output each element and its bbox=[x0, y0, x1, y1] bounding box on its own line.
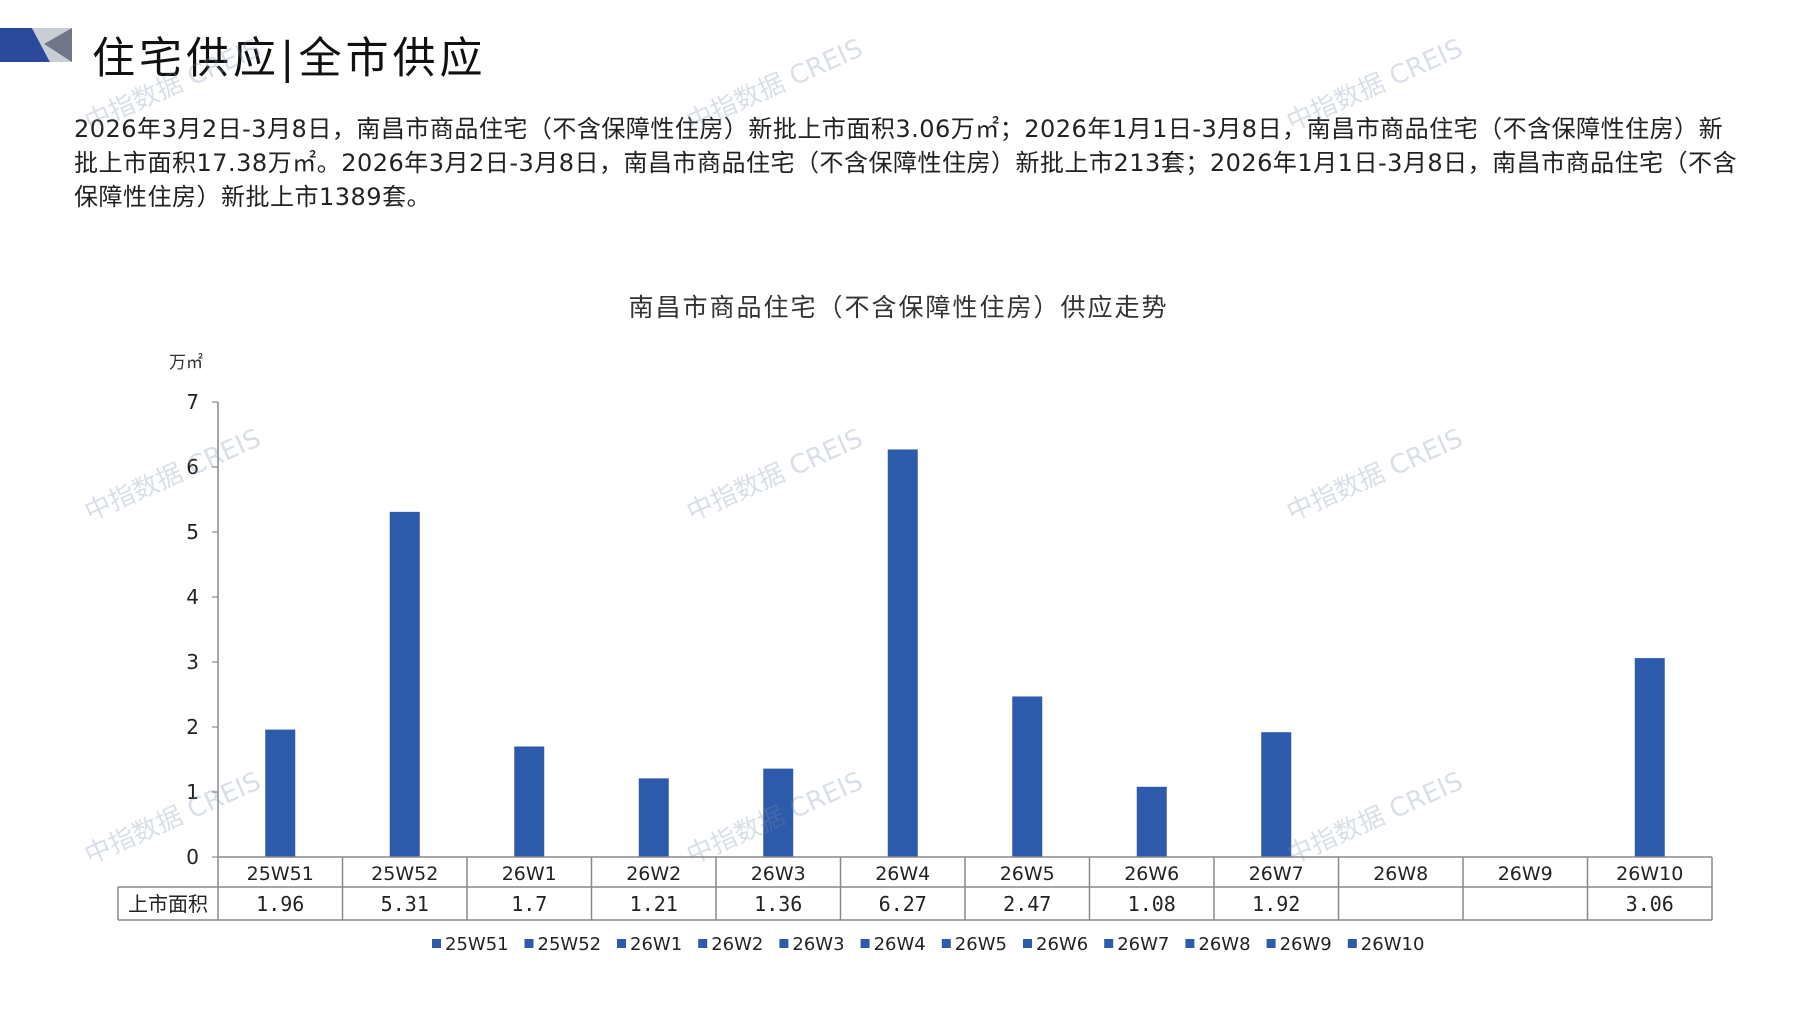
x-tick-label: 26W8 bbox=[1373, 863, 1428, 885]
legend-swatch bbox=[1347, 939, 1357, 948]
data-label: 3.06 bbox=[1626, 892, 1674, 916]
chart-title: 南昌市商品住宅（不含保障性住房）供应走势 bbox=[628, 293, 1169, 322]
legend-swatch bbox=[432, 939, 441, 948]
x-tick-label: 26W1 bbox=[502, 863, 557, 885]
bar-26W1 bbox=[514, 746, 545, 857]
x-tick-label: 26W2 bbox=[626, 863, 681, 885]
x-tick-label: 26W10 bbox=[1616, 863, 1683, 885]
data-label: 1.96 bbox=[256, 892, 304, 916]
y-tick-label: 6 bbox=[186, 455, 199, 479]
bar-26W6 bbox=[1136, 786, 1167, 857]
table-series-name: 上市面积 bbox=[128, 892, 208, 916]
data-label: 1.21 bbox=[630, 892, 678, 916]
bar-25W52 bbox=[389, 511, 420, 857]
bar-25W51 bbox=[265, 729, 296, 857]
legend-item-26W5: 26W5 bbox=[955, 934, 1007, 955]
header-decoration-icon bbox=[0, 28, 72, 62]
data-label: 1.92 bbox=[1252, 892, 1300, 916]
y-axis-unit-label: 万㎡ bbox=[169, 353, 203, 373]
bar-26W7 bbox=[1261, 732, 1292, 857]
legend-swatch bbox=[524, 939, 534, 948]
data-label: 1.7 bbox=[511, 892, 547, 916]
legend-item-26W8: 26W8 bbox=[1198, 934, 1250, 955]
summary-text: 2026年3月2日-3月8日，南昌市商品住宅（不含保障性住房）新批上市面积3.0… bbox=[74, 115, 1738, 211]
x-tick-label: 26W4 bbox=[875, 863, 930, 885]
legend-item-26W3: 26W3 bbox=[792, 934, 844, 955]
x-tick-label: 25W52 bbox=[371, 863, 438, 885]
legend-swatch bbox=[698, 939, 708, 948]
data-label: 6.27 bbox=[879, 892, 927, 916]
bar-26W4 bbox=[887, 449, 918, 857]
y-tick-label: 4 bbox=[186, 585, 199, 609]
legend-swatch bbox=[941, 939, 951, 948]
legend-item-26W2: 26W2 bbox=[711, 934, 763, 955]
data-label: 5.31 bbox=[381, 892, 429, 916]
y-tick-label: 3 bbox=[186, 650, 199, 674]
x-tick-label: 26W5 bbox=[1000, 863, 1055, 885]
x-tick-label: 25W51 bbox=[247, 863, 314, 885]
y-tick-label: 0 bbox=[186, 845, 199, 869]
legend-swatch bbox=[779, 939, 789, 948]
legend-swatch bbox=[860, 939, 870, 948]
bar-26W3 bbox=[763, 768, 794, 857]
legend-swatch bbox=[1104, 939, 1114, 948]
legend-swatch bbox=[1185, 939, 1195, 948]
y-tick-label: 7 bbox=[186, 390, 199, 414]
x-tick-label: 26W7 bbox=[1249, 863, 1304, 885]
header: 住宅供应|全市供应 bbox=[0, 22, 600, 84]
bar-26W10 bbox=[1634, 658, 1665, 857]
x-tick-label: 26W6 bbox=[1124, 863, 1179, 885]
legend-swatch bbox=[617, 939, 626, 948]
legend-swatch bbox=[1266, 939, 1276, 948]
legend-item-26W7: 26W7 bbox=[1117, 934, 1169, 955]
y-tick-label: 2 bbox=[186, 715, 199, 739]
legend-swatch bbox=[1023, 939, 1032, 948]
page-title: 住宅供应|全市供应 bbox=[92, 34, 487, 84]
legend-item-25W51: 25W51 bbox=[445, 934, 509, 955]
legend-item-26W9: 26W9 bbox=[1280, 934, 1332, 955]
data-label: 1.08 bbox=[1128, 892, 1176, 916]
legend-item-26W1: 26W1 bbox=[630, 934, 682, 955]
y-tick-label: 5 bbox=[186, 520, 199, 544]
legend-item-26W10: 26W10 bbox=[1361, 934, 1425, 955]
x-tick-label: 26W9 bbox=[1498, 863, 1553, 885]
data-label: 2.47 bbox=[1003, 892, 1051, 916]
y-tick-label: 1 bbox=[186, 780, 199, 804]
legend-item-26W6: 26W6 bbox=[1036, 934, 1088, 955]
bar-26W2 bbox=[638, 778, 669, 857]
legend-item-26W4: 26W4 bbox=[874, 934, 926, 955]
data-label: 1.36 bbox=[754, 892, 802, 916]
bar-26W5 bbox=[1012, 696, 1043, 857]
x-tick-label: 26W3 bbox=[751, 863, 806, 885]
legend-item-25W52: 25W52 bbox=[538, 934, 602, 955]
